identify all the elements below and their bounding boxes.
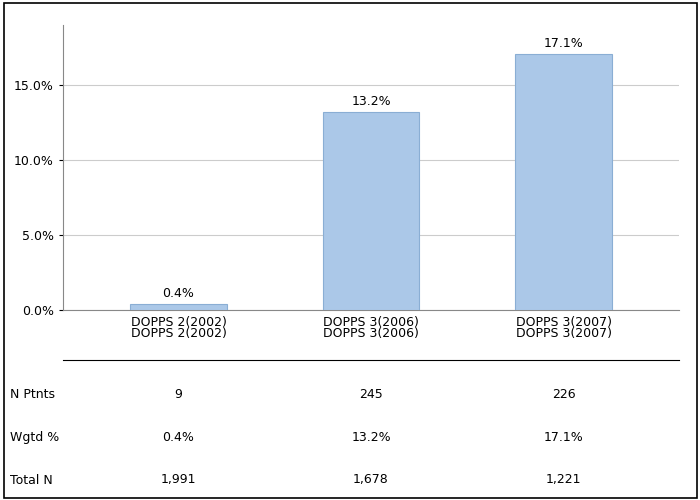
Text: DOPPS 3(2006): DOPPS 3(2006) [323, 328, 419, 340]
Text: 13.2%: 13.2% [351, 431, 391, 444]
Text: 0.4%: 0.4% [162, 431, 195, 444]
Text: 1,991: 1,991 [161, 474, 196, 486]
Bar [130, 304, 227, 310]
Text: 17.1%: 17.1% [544, 431, 583, 444]
Text: Total N: Total N [10, 474, 53, 486]
Text: DOPPS 2(2002): DOPPS 2(2002) [131, 328, 226, 340]
Bar [323, 112, 419, 310]
Text: 13.2%: 13.2% [351, 95, 391, 108]
Bar [515, 54, 612, 310]
Text: 1,678: 1,678 [353, 474, 389, 486]
Text: 1,221: 1,221 [546, 474, 581, 486]
Text: 0.4%: 0.4% [162, 287, 195, 300]
Text: 226: 226 [552, 388, 575, 402]
Text: 9: 9 [174, 388, 183, 402]
Text: 17.1%: 17.1% [544, 37, 583, 50]
Text: N Ptnts: N Ptnts [10, 388, 55, 402]
Text: DOPPS 3(2007): DOPPS 3(2007) [515, 328, 612, 340]
Text: Wgtd %: Wgtd % [10, 431, 60, 444]
Text: 245: 245 [359, 388, 383, 402]
